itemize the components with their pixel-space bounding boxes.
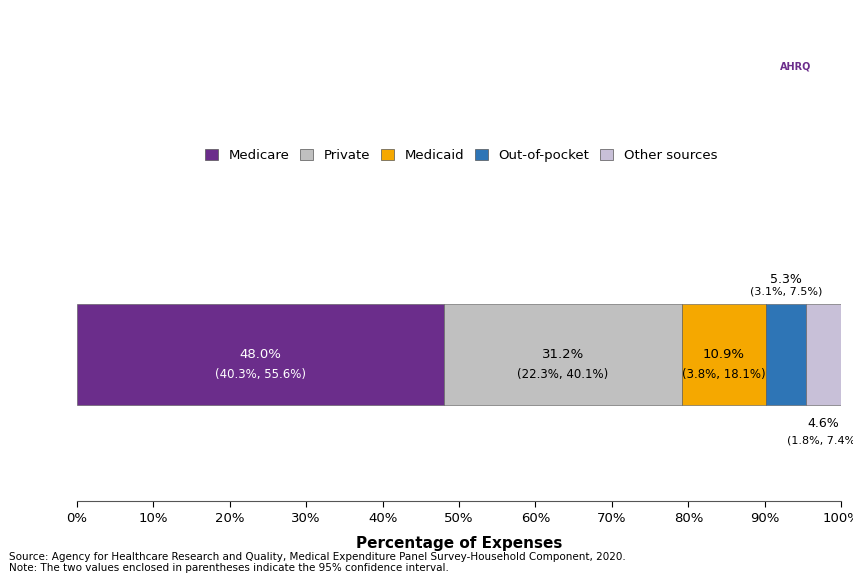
Bar <box>805 304 840 404</box>
Text: (3.1%, 7.5%): (3.1%, 7.5%) <box>749 286 821 297</box>
Ellipse shape <box>711 17 841 116</box>
Text: 31.2%: 31.2% <box>541 348 583 361</box>
Text: Source: Agency for Healthcare Research and Quality, Medical Expenditure Panel Su: Source: Agency for Healthcare Research a… <box>9 552 624 573</box>
Text: (1.8%, 7.4%): (1.8%, 7.4%) <box>786 435 853 445</box>
Text: (22.3%, 40.1%): (22.3%, 40.1%) <box>517 368 608 381</box>
Text: (3.8%, 18.1%): (3.8%, 18.1%) <box>682 368 765 381</box>
Text: (40.3%, 55.6%): (40.3%, 55.6%) <box>215 368 305 381</box>
Bar <box>444 304 682 404</box>
X-axis label: Percentage of Expenses: Percentage of Expenses <box>356 536 561 551</box>
Text: 48.0%: 48.0% <box>239 348 281 361</box>
Text: 4.6%: 4.6% <box>807 417 838 430</box>
Bar <box>682 304 764 404</box>
Text: AHRQ: AHRQ <box>779 62 810 71</box>
Text: 5.3%: 5.3% <box>769 272 801 286</box>
Bar <box>77 304 444 404</box>
Legend: Medicare, Private, Medicaid, Out-of-pocket, Other sources: Medicare, Private, Medicaid, Out-of-pock… <box>205 149 717 162</box>
Bar <box>764 304 805 404</box>
Text: Figure 6. Percent distribution  of heart disease treatment expenses by
source of: Figure 6. Percent distribution of heart … <box>63 33 670 83</box>
Text: 10.9%: 10.9% <box>702 348 744 361</box>
